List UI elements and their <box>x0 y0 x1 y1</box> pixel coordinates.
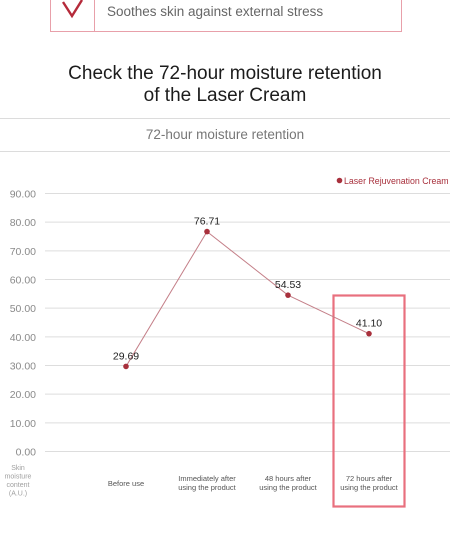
data-label: 76.71 <box>194 216 220 228</box>
data-label: 41.10 <box>356 318 382 330</box>
y-axis-label: content <box>7 482 30 489</box>
y-tick-label: 70.00 <box>10 246 36 258</box>
legend-marker <box>336 177 343 184</box>
y-tick-label: 60.00 <box>10 275 36 287</box>
y-axis-label: moisture <box>5 474 32 481</box>
y-tick-label: 90.00 <box>10 189 36 201</box>
y-tick-label: 20.00 <box>10 389 36 401</box>
benefit-text: Soothes skin against external stress <box>107 4 324 19</box>
highlight-box <box>332 294 406 508</box>
legend-entry: Laser Rejuvenation Cream <box>344 176 449 186</box>
data-point <box>204 228 210 235</box>
title-line-1: Check the 72-hour moisture retention <box>68 63 382 84</box>
x-category-label: using the product <box>340 483 398 492</box>
x-category-label: using the product <box>178 483 236 492</box>
y-tick-label: 40.00 <box>10 332 36 344</box>
data-point <box>366 330 372 337</box>
check-mark-cell <box>51 0 95 31</box>
data-point <box>285 292 291 298</box>
x-category-label: using the product <box>259 483 317 492</box>
x-category-label: Before use <box>108 479 144 488</box>
moisture-chart: 0.00 10.00 20.00 30.00 40.00 50.00 60.00 70.00 8… <box>5 176 450 508</box>
data-label: 54.53 <box>275 279 301 291</box>
y-axis-label: Skin <box>11 465 25 472</box>
y-tick-label: 10.00 <box>10 418 36 430</box>
y-tick-label: 0.00 <box>16 447 37 459</box>
x-category-label: Immediately after <box>178 474 236 483</box>
data-point <box>123 363 129 370</box>
y-tick-label: 30.00 <box>10 361 36 373</box>
y-tick-label: 80.00 <box>10 217 36 229</box>
x-category-label: 72 hours after <box>346 474 393 483</box>
check-icon <box>62 0 84 19</box>
chart-title: 72-hour moisture retention <box>0 118 450 152</box>
y-axis-label: (A.U.) <box>9 491 27 498</box>
y-tick-label: 50.00 <box>10 303 36 315</box>
benefit-box: Soothes skin against external stress <box>50 0 402 32</box>
title-line-2: of the Laser Cream <box>143 85 307 106</box>
data-label: 29.69 <box>113 350 139 362</box>
series-line <box>125 230 370 367</box>
page-title: Check the 72-hour moisture retention of … <box>0 63 450 107</box>
x-category-label: 48 hours after <box>265 474 312 483</box>
